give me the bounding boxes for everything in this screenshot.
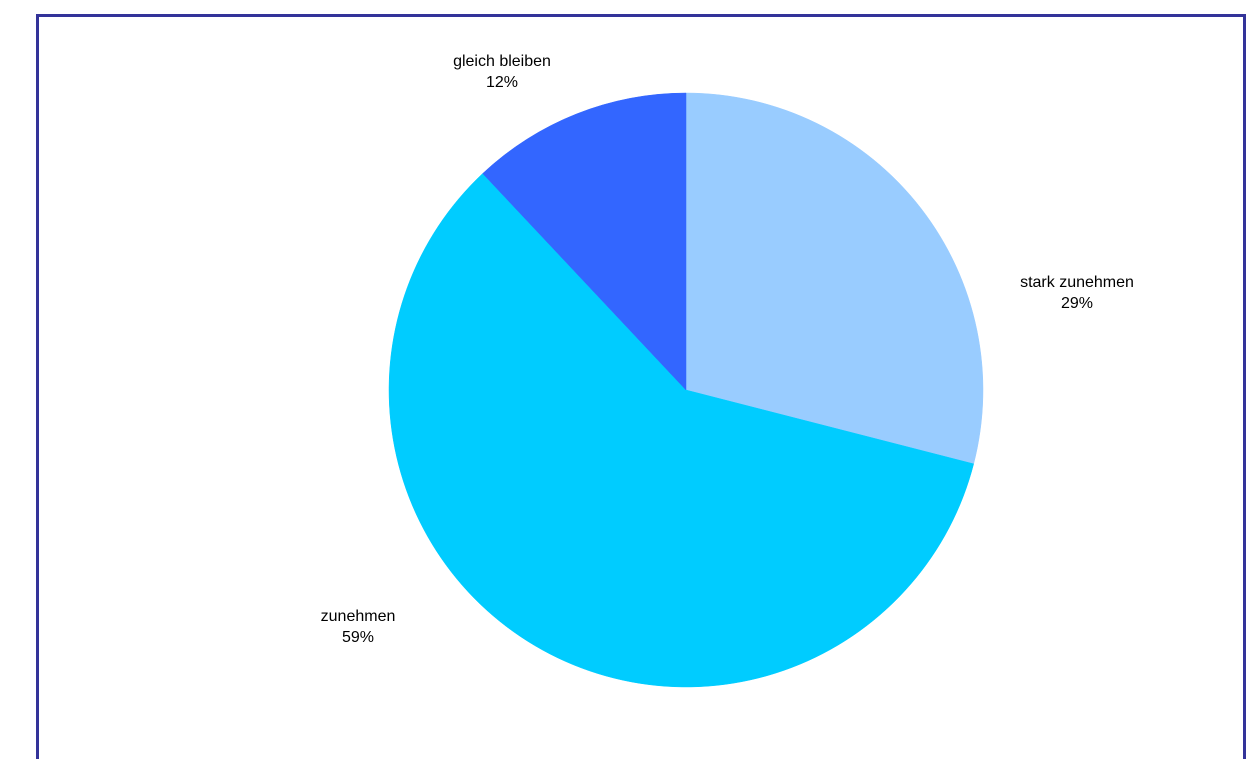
pie-slice-gleich-bleiben <box>482 92 687 391</box>
data-labels: stark zunehmen 29% zunehmen 59% gleich bleib… <box>321 53 1134 646</box>
frame-outline <box>36 14 1246 759</box>
pie-chart <box>388 92 984 688</box>
pie-slice-zunehmen <box>388 173 974 688</box>
slice-percent-label: 59% <box>342 629 374 646</box>
slice-category-label: gleich bleiben <box>453 53 551 70</box>
slice-percent-label: 12% <box>486 74 518 91</box>
slice-category-label: zunehmen <box>321 608 396 625</box>
slice-category-label: stark zunehmen <box>1020 274 1134 291</box>
pie-slice-stark-zunehmen <box>685 92 984 465</box>
slice-percent-label: 29% <box>1061 295 1093 312</box>
